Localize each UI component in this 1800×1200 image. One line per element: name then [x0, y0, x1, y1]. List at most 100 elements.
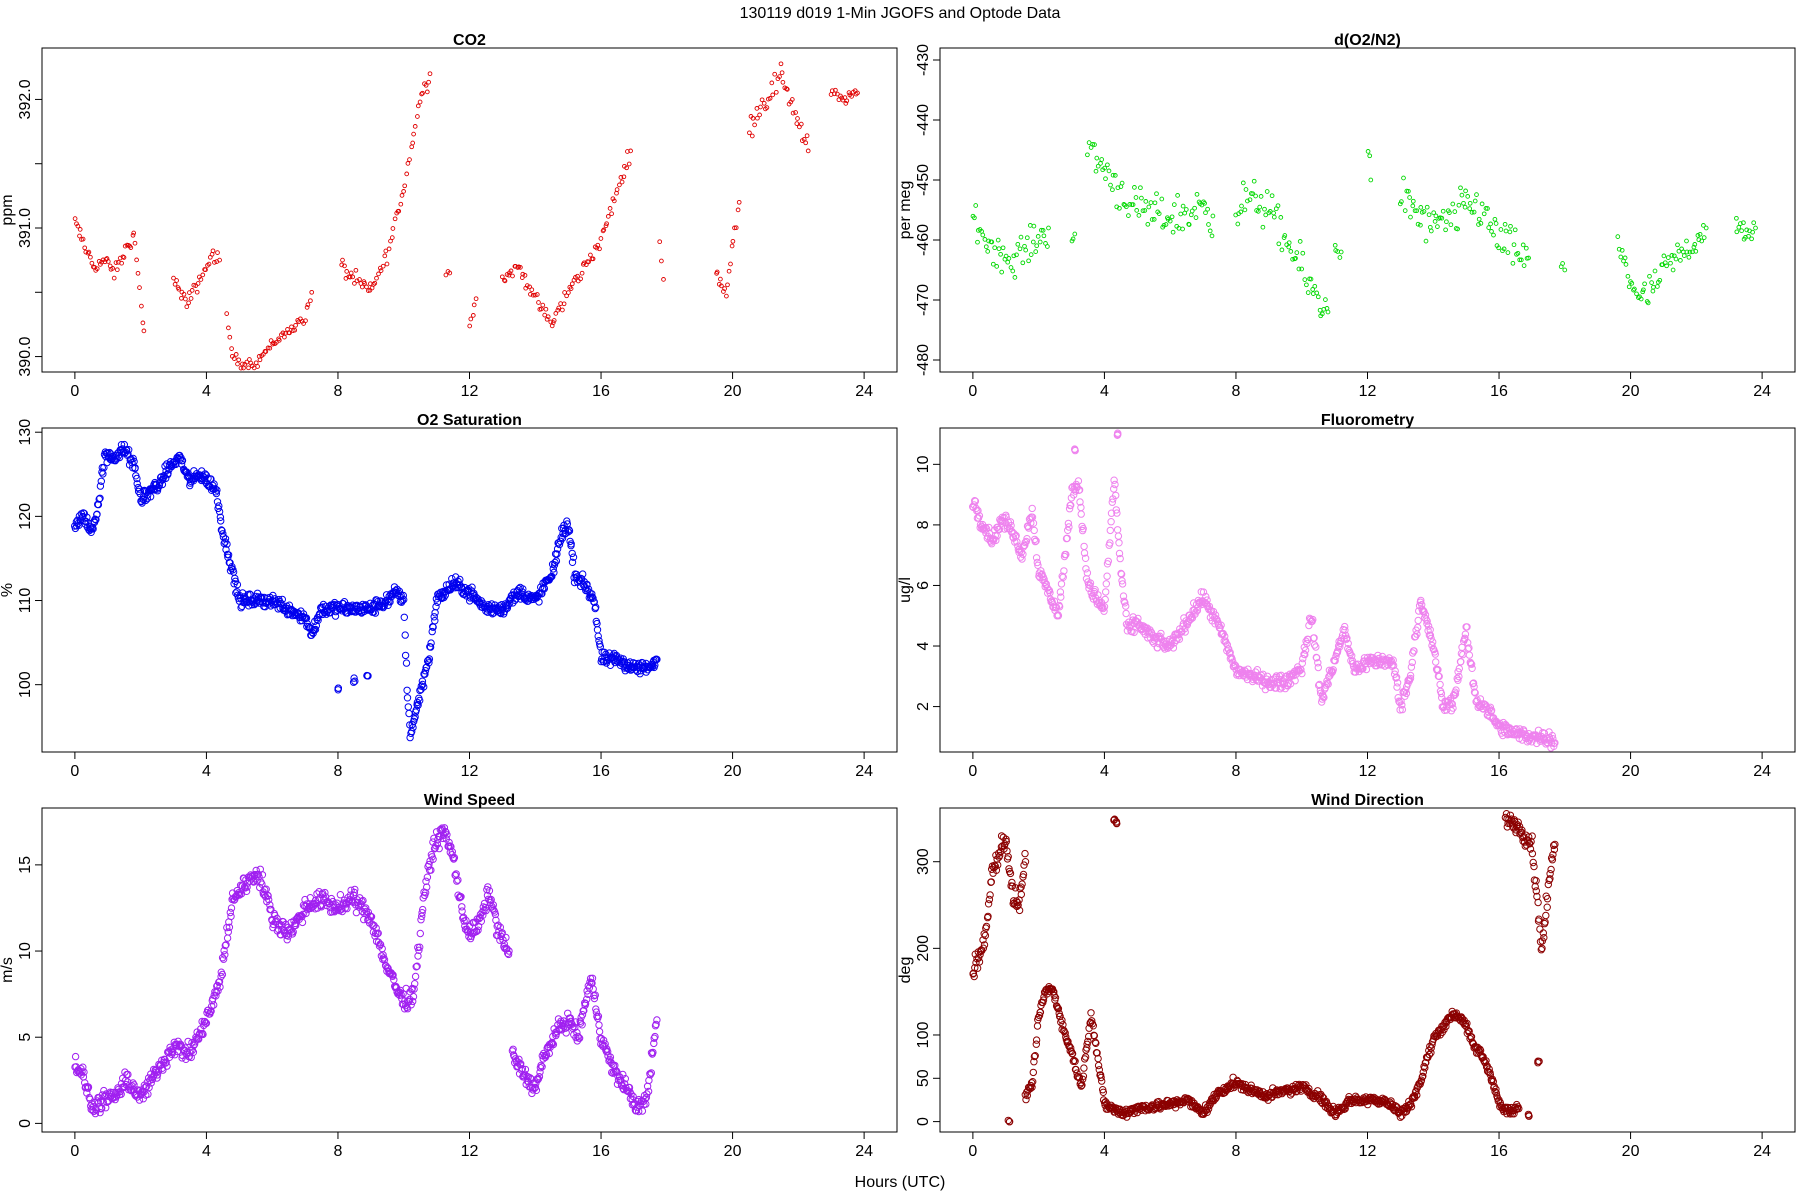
data-point [227, 334, 233, 340]
data-point [409, 992, 418, 1001]
x-tick-label: 0 [968, 383, 977, 400]
data-point [187, 290, 192, 295]
data-point [1652, 268, 1658, 274]
data-point [89, 260, 95, 266]
data-point [784, 86, 789, 92]
data-point [1032, 554, 1041, 562]
y-tick-label: 0 [915, 1117, 932, 1126]
data-point [1027, 1081, 1035, 1090]
data-point [1121, 599, 1129, 607]
data-point [429, 623, 437, 631]
data-point [1469, 210, 1475, 215]
data-point [793, 110, 798, 115]
y-tick-label: -460 [915, 224, 932, 256]
data-point [1092, 1039, 1100, 1048]
data-point [1210, 213, 1216, 219]
data-point [1169, 644, 1178, 652]
data-point [1399, 199, 1404, 204]
data-point [289, 324, 294, 330]
data-point [1086, 140, 1092, 145]
data-point [1064, 1037, 1072, 1046]
data-point [1406, 674, 1415, 683]
data-point [1026, 1084, 1035, 1093]
data-point [1427, 1049, 1435, 1057]
points [969, 810, 1559, 1126]
data-point [1115, 539, 1123, 547]
data-point [1304, 282, 1309, 288]
data-point [1014, 252, 1019, 258]
data-point [1094, 1061, 1103, 1070]
data-point [1058, 572, 1066, 580]
data-point [1476, 222, 1481, 227]
data-point [1192, 608, 1200, 616]
data-point [366, 912, 374, 920]
data-point [603, 654, 612, 662]
data-point [311, 625, 320, 634]
data-point [263, 349, 269, 354]
data-point [1143, 199, 1149, 204]
data-point [1486, 225, 1492, 230]
data-point [1507, 229, 1513, 235]
data-point [416, 929, 424, 938]
data-point [505, 947, 513, 955]
data-point [72, 216, 78, 221]
data-point [298, 918, 307, 927]
data-point [550, 568, 558, 577]
data-point [217, 257, 222, 263]
data-point [626, 161, 632, 167]
data-point [212, 992, 220, 1000]
data-point [1465, 651, 1474, 659]
data-point [242, 887, 251, 895]
data-point [1299, 654, 1307, 663]
data-point [218, 970, 227, 979]
data-point [1296, 266, 1302, 272]
data-point [1367, 153, 1373, 159]
data-point [190, 1041, 198, 1050]
data-point [1112, 173, 1118, 178]
data-point [1632, 286, 1637, 292]
data-point [207, 1007, 215, 1015]
data-point [580, 1006, 588, 1015]
data-point [1238, 209, 1244, 215]
x-tick-label: 20 [1622, 383, 1640, 400]
data-point [1070, 236, 1076, 242]
data-point [415, 103, 421, 109]
data-point [1348, 652, 1356, 660]
x-tick-label: 8 [1232, 1143, 1241, 1160]
data-point [225, 923, 234, 931]
data-point [133, 474, 141, 483]
data-point [1017, 246, 1023, 252]
data-point [1463, 188, 1468, 194]
data-point [213, 486, 221, 494]
data-point [409, 997, 417, 1006]
data-point [1183, 207, 1189, 212]
data-point [1443, 227, 1448, 233]
y-tick-label: 110 [17, 588, 34, 614]
data-point [594, 1012, 603, 1020]
data-point [619, 1070, 627, 1079]
data-point [508, 268, 514, 274]
data-point [1668, 260, 1673, 266]
data-point [855, 90, 860, 96]
data-point [416, 696, 424, 705]
data-point [567, 540, 575, 548]
data-point [317, 903, 326, 911]
data-point [1314, 663, 1323, 672]
data-point [1527, 837, 1535, 846]
data-point [724, 293, 729, 299]
data-point [1479, 201, 1485, 207]
y-tick-label: 2 [915, 702, 932, 711]
data-point [1223, 641, 1232, 649]
data-point [1474, 192, 1479, 197]
data-point [1218, 630, 1227, 638]
data-point [202, 1019, 211, 1027]
data-point [617, 182, 622, 188]
x-tick-label: 8 [334, 1143, 343, 1160]
data-point [374, 275, 379, 281]
data-point [1106, 526, 1115, 535]
data-point [1428, 641, 1436, 650]
data-point [1472, 198, 1478, 204]
data-point [1072, 1065, 1080, 1074]
data-point [350, 888, 359, 897]
data-point [1481, 211, 1487, 217]
